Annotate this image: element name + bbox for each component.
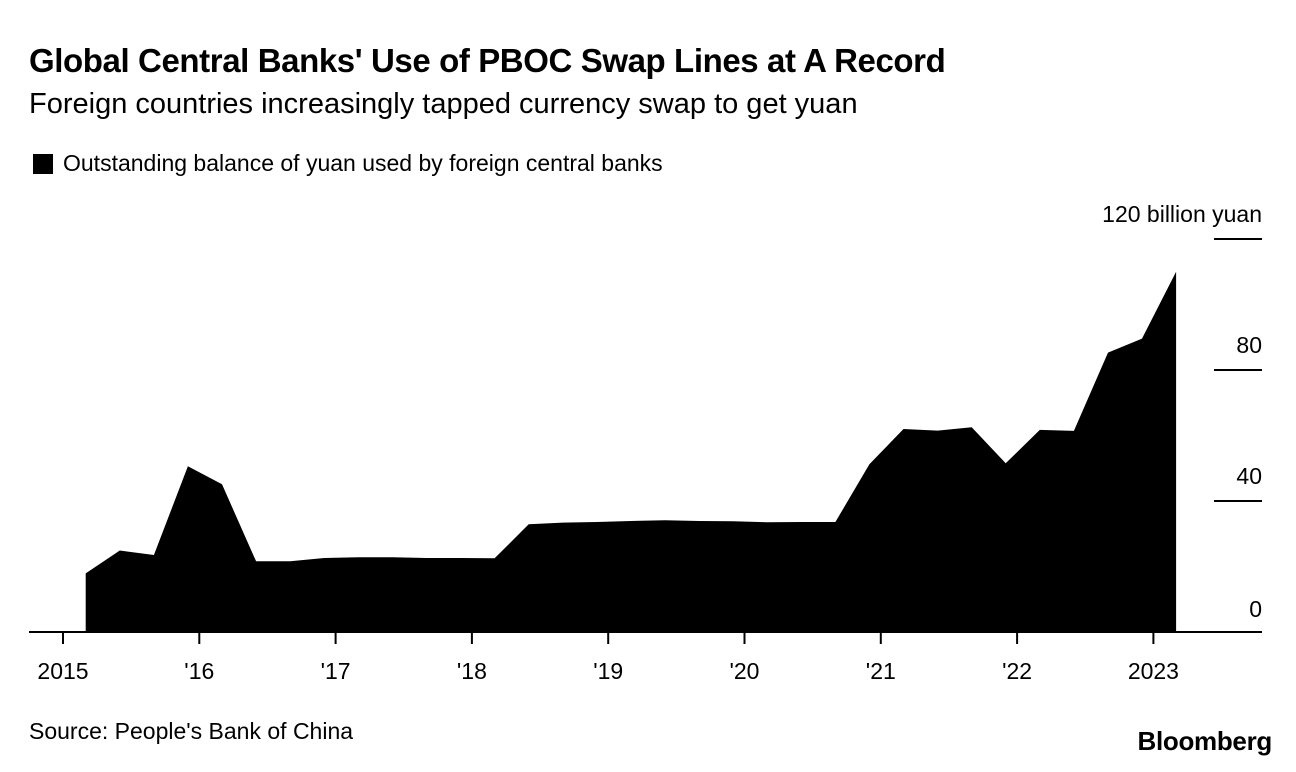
x-tick-label: '21 bbox=[866, 658, 896, 684]
series-area-outstanding-balance bbox=[85, 271, 1177, 632]
area-layer bbox=[85, 271, 1177, 632]
y-axis: 0 40 80 120 billion yuan bbox=[1102, 201, 1262, 622]
bloomberg-logo: Bloomberg bbox=[1137, 726, 1272, 756]
x-tick-label: '20 bbox=[730, 658, 760, 684]
x-tick-label: '22 bbox=[1002, 658, 1032, 684]
x-tick-label: '17 bbox=[321, 658, 351, 684]
x-axis: 2015 '16 '17 '18 '19 '20 '21 '22 2023 bbox=[29, 631, 1262, 684]
x-tick-label: 2015 bbox=[37, 658, 88, 684]
chart-subtitle: Foreign countries increasingly tapped cu… bbox=[29, 88, 858, 120]
y-tick-label: 40 bbox=[1236, 463, 1262, 489]
source-note: Source: People's Bank of China bbox=[29, 718, 354, 744]
legend-label: Outstanding balance of yuan used by fore… bbox=[63, 150, 663, 176]
chart-legend: Outstanding balance of yuan used by fore… bbox=[33, 150, 663, 177]
x-tick-label: '19 bbox=[593, 658, 623, 684]
y-tick-label: 0 bbox=[1249, 596, 1262, 622]
y-tick-label: 80 bbox=[1236, 332, 1262, 358]
chart-title: Global Central Banks' Use of PBOC Swap L… bbox=[29, 42, 946, 79]
legend-swatch bbox=[33, 153, 53, 174]
x-tick-label: '18 bbox=[457, 658, 487, 684]
x-tick-label: '16 bbox=[184, 658, 214, 684]
x-tick-label: 2023 bbox=[1128, 658, 1179, 684]
y-tick-label: 120 billion yuan bbox=[1102, 201, 1262, 227]
